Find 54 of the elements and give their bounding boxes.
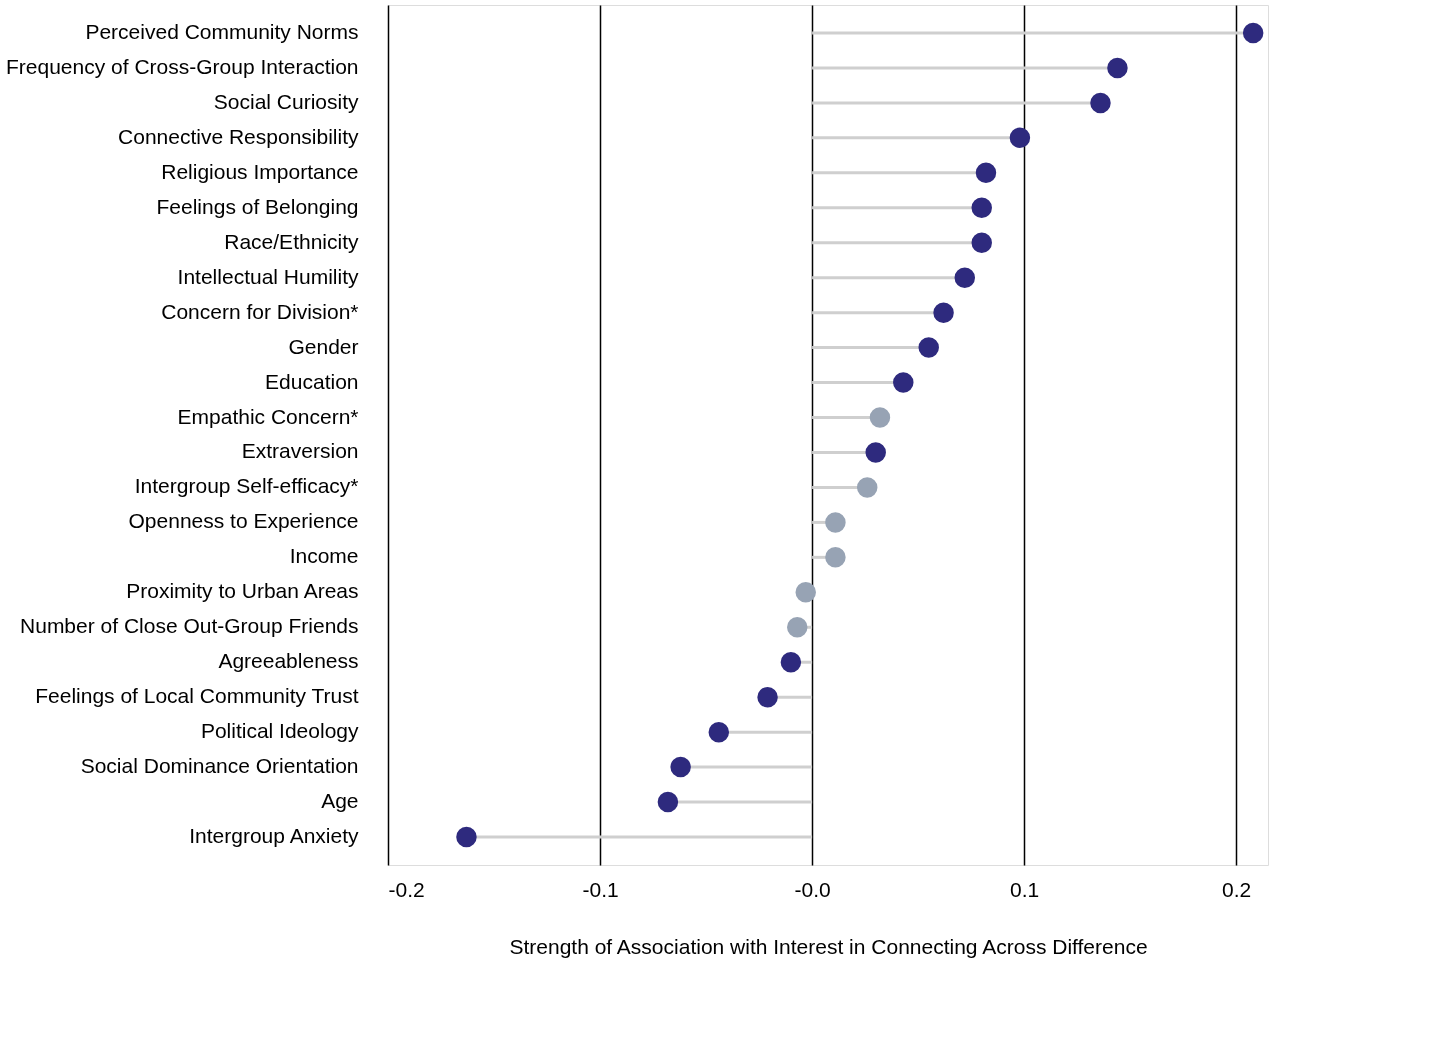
point <box>1242 22 1264 44</box>
y-tick-label: Frequency of Cross-Group Interaction <box>6 54 359 78</box>
point <box>856 477 878 498</box>
y-tick-label: Openness to Experience <box>128 509 359 533</box>
point <box>657 791 679 813</box>
y-tick-label: Intellectual Humility <box>177 264 359 288</box>
y-tick-label: Race/Ethnicity <box>224 229 359 253</box>
y-tick-label: Proximity to Urban Areas <box>126 579 359 603</box>
point <box>1009 127 1031 149</box>
y-tick-label: Intergroup Self-efficacy* <box>134 474 359 498</box>
point <box>1107 57 1128 79</box>
point <box>670 756 691 778</box>
point <box>757 686 778 708</box>
y-tick-label: Agreeableness <box>218 649 359 673</box>
point <box>825 512 846 533</box>
y-tick-label: Intergroup Anxiety <box>189 824 359 848</box>
y-tick-label: Political Ideology <box>200 719 359 743</box>
y-tick-label: Connective Responsibility <box>118 124 359 148</box>
y-tick-label: Social Dominance Orientation <box>80 754 359 778</box>
y-tick-label: Age <box>321 789 359 813</box>
y-tick-label: Feelings of Belonging <box>156 194 359 218</box>
point <box>971 232 992 253</box>
point <box>971 197 992 218</box>
point <box>918 337 939 358</box>
point <box>708 721 730 743</box>
y-tick-label: Social Curiosity <box>213 89 359 113</box>
point <box>893 372 914 393</box>
y-tick-label: Gender <box>288 334 359 358</box>
point <box>954 267 976 288</box>
x-tick-label: -0.2 <box>388 877 425 901</box>
y-tick-label: Religious Importance <box>161 159 359 183</box>
point <box>933 302 954 323</box>
point <box>1090 92 1111 114</box>
x-tick-label: 0.2 <box>1222 877 1252 901</box>
point <box>787 617 808 638</box>
y-tick-label: Income <box>289 544 359 568</box>
point <box>869 407 891 428</box>
point <box>780 652 802 673</box>
x-tick-label: 0.1 <box>1010 877 1040 901</box>
point <box>795 582 816 603</box>
x-axis-title: Strength of Association with Interest in Connecting Across Difference <box>509 934 1148 958</box>
y-tick-label: Perceived Community Norms <box>85 19 359 43</box>
y-tick-label: Number of Close Out-Group Friends <box>20 614 359 638</box>
point <box>975 162 997 184</box>
y-tick-label: Concern for Division* <box>161 299 359 323</box>
y-tick-label: Education <box>265 369 359 393</box>
y-tick-label: Extraversion <box>241 439 359 463</box>
y-tick-label: Feelings of Local Community Trust <box>35 684 359 708</box>
x-tick-label: -0.1 <box>582 877 619 901</box>
point <box>865 442 886 463</box>
point <box>456 826 477 848</box>
y-tick-label: Empathic Concern* <box>177 404 359 428</box>
point <box>825 547 846 568</box>
x-tick-label: -0.0 <box>794 877 831 901</box>
